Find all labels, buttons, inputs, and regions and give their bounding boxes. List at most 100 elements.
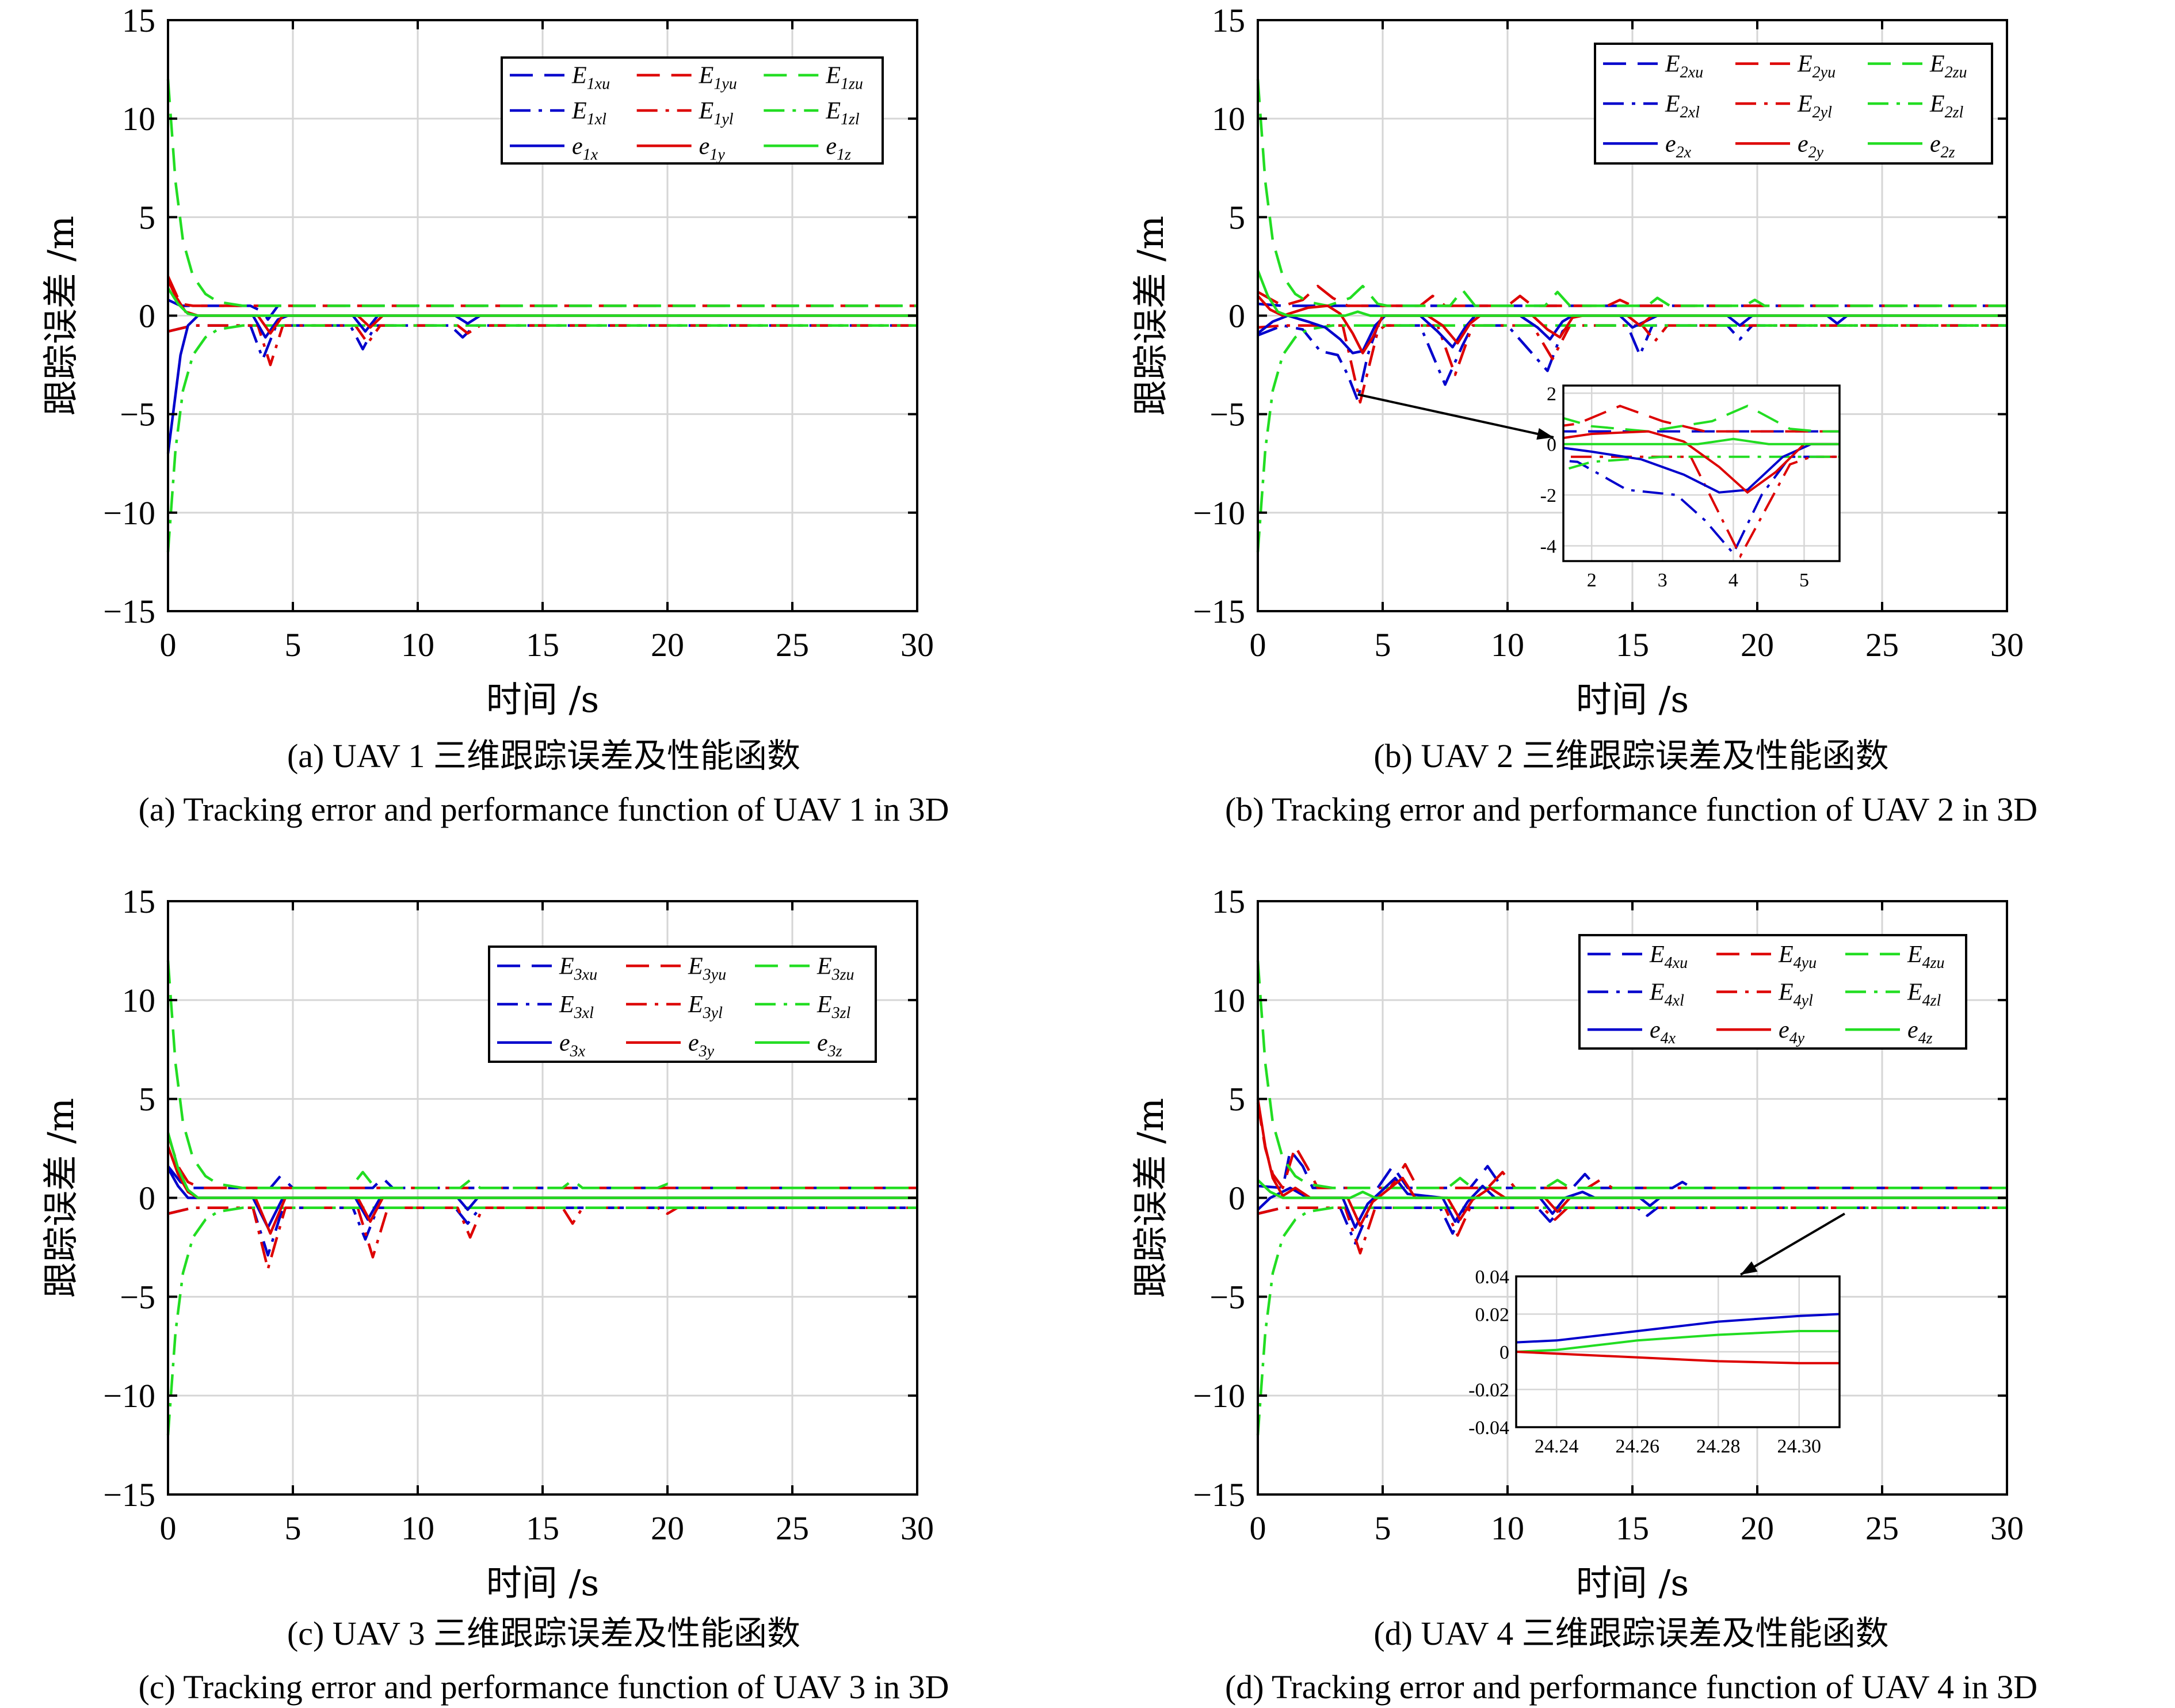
legend-entry-E1zl: E1zl	[825, 98, 860, 128]
legend-entry-e1x: e1x	[572, 133, 598, 163]
y-axis-label: 跟踪误差 /m	[40, 1098, 82, 1298]
y-axis-label: 跟踪误差 /m	[1130, 216, 1172, 415]
x-axis-label: 时间 /s	[1576, 1562, 1689, 1604]
x-tick-label: 15	[1616, 626, 1649, 664]
legend-box	[488, 946, 877, 1063]
inset-x-tick-label: 3	[1658, 570, 1667, 591]
x-axis-label: 时间 /s	[486, 1562, 599, 1604]
legend-entry-e1y: e1y	[699, 133, 726, 163]
inset-x-tick-label: 5	[1799, 570, 1809, 591]
legend-entry-E2zu: E2zu	[1929, 51, 1967, 82]
y-tick-label: 0	[1228, 1180, 1245, 1217]
chart-panel-a: 0 5 10 15 20 25 30 15 10 5 0 −5 −10 −15 时间 /s 跟踪误差 /m E1…	[40, 2, 934, 720]
chart-panel-d: 0 5 10 15 20 25 30 15 10 5 0 −5 −10 −15 时间 /s 跟踪误差 /m E4…	[1130, 883, 2024, 1604]
x-tick-label: 10	[1491, 1509, 1524, 1547]
legend-entry-E2xu: E2xu	[1665, 51, 1703, 82]
x-tick-label: 25	[776, 626, 809, 664]
series-line-E2yl	[1257, 324, 2007, 404]
inset-y-tick-label: -4	[1540, 536, 1556, 557]
legend-entry-E1yl: E1yl	[699, 98, 734, 128]
legend-entry-E4zl: E4zl	[1907, 979, 1941, 1010]
inset-y-tick-label: 0.04	[1475, 1267, 1510, 1288]
legend-entry-E1xu: E1xu	[571, 63, 610, 93]
legend-entry-e3z: e3z	[817, 1030, 842, 1061]
series-line-E4zl	[1256, 1206, 2007, 1436]
zoom-arrow	[1739, 1213, 1845, 1276]
series-line-e3y	[166, 1146, 917, 1235]
legend-entry-E4yu: E4yu	[1778, 941, 1817, 972]
y-tick-label: 15	[1212, 883, 1245, 920]
inset-series-line	[1563, 443, 1840, 494]
inset-series-line	[1516, 1330, 1840, 1353]
legend-entry-E3xu: E3xu	[559, 953, 597, 983]
y-tick-label: −15	[1193, 1476, 1245, 1513]
x-tick-label: 0	[1250, 626, 1266, 664]
y-tick-label: 10	[1212, 982, 1245, 1019]
x-tick-label: 20	[1741, 626, 1774, 664]
series-line-E2zu	[1256, 79, 2007, 307]
inset-series-line	[1563, 455, 1840, 471]
legend-entry-e4y: e4y	[1779, 1017, 1805, 1047]
x-axis-label: 时间 /s	[1576, 678, 1689, 720]
legend-entry-E3yu: E3yu	[688, 953, 726, 983]
y-tick-label: 0	[139, 298, 155, 335]
series-line-E2zl	[1256, 324, 2007, 552]
legend-entry-E3zl: E3zl	[816, 992, 851, 1022]
inset-x-tick-label: 4	[1728, 570, 1738, 591]
legend-entry-E4yl: E4yl	[1778, 979, 1813, 1010]
y-tick-label: −10	[1193, 1377, 1245, 1415]
legend-entry-e3y: e3y	[688, 1030, 715, 1061]
y-tick-label: −5	[1209, 396, 1245, 433]
y-tick-label: 15	[122, 883, 155, 920]
x-tick-label: 15	[1616, 1509, 1649, 1547]
series-line-E1yl	[167, 324, 917, 367]
y-tick-label: 10	[122, 982, 155, 1019]
inset-y-tick-label: 0.02	[1475, 1305, 1510, 1326]
series-line-E3zu	[166, 960, 917, 1190]
series-line-E1yu	[166, 276, 917, 307]
series-line-E2yu	[1257, 284, 2007, 307]
inset-x-tick-label: 24.26	[1616, 1436, 1660, 1457]
legend-entry-e4x: e4x	[1650, 1017, 1676, 1047]
legend-entry-e2z: e2z	[1930, 131, 1955, 161]
x-tick-label: 5	[285, 1509, 302, 1547]
series-line-e4z	[1257, 1179, 2007, 1199]
y-tick-label: −5	[1209, 1278, 1245, 1316]
x-tick-label: 10	[401, 626, 434, 664]
zoom-arrow-head	[1741, 1261, 1758, 1275]
y-axis-label: 跟踪误差 /m	[1130, 1098, 1172, 1298]
series-line-E3xl	[167, 1206, 917, 1257]
y-tick-label: 15	[1212, 2, 1245, 39]
y-tick-label: 10	[122, 100, 155, 138]
x-tick-label: 25	[1865, 626, 1899, 664]
inset-plot: 2 3 4 5 2 0 -2 -4	[1540, 383, 1841, 591]
series-line-E1zu	[166, 79, 917, 307]
x-axis-label: 时间 /s	[486, 678, 599, 720]
legend-entry-E3yl: E3yl	[688, 992, 723, 1022]
legend-box	[1578, 934, 1967, 1050]
inset-x-tick-label: 24.24	[1535, 1436, 1579, 1457]
inset-series-line	[1516, 1313, 1840, 1344]
inset-x-tick-label: 24.28	[1696, 1436, 1741, 1457]
x-tick-label: 30	[1990, 626, 2024, 664]
y-tick-label: 5	[139, 199, 155, 236]
y-axis-label: 跟踪误差 /m	[40, 216, 82, 415]
inset-series-line	[1563, 437, 1840, 445]
legend-entry-e3x: e3x	[559, 1030, 586, 1061]
caption-en-d: (d) Tracking error and performance funct…	[1224, 1668, 2038, 1706]
legend-entry-e2x: e2x	[1665, 131, 1692, 161]
x-tick-label: 25	[1865, 1509, 1899, 1547]
legend-entry-E3xl: E3xl	[559, 992, 594, 1022]
y-tick-label: −5	[120, 396, 155, 433]
caption-en-c: (c) Tracking error and performance funct…	[138, 1668, 949, 1706]
series-line-E3xu	[167, 1165, 917, 1190]
caption-cn-c: (c) UAV 3 三维跟踪误差及性能函数	[287, 1615, 800, 1652]
x-tick-label: 15	[526, 626, 559, 664]
series-line-E3yl	[167, 1206, 917, 1271]
legend-entry-e2y: e2y	[1798, 131, 1824, 161]
y-tick-label: −15	[103, 1476, 155, 1513]
x-tick-label: 5	[1375, 1509, 1391, 1547]
x-tick-label: 15	[526, 1509, 559, 1547]
y-tick-label: 5	[1228, 1081, 1245, 1118]
